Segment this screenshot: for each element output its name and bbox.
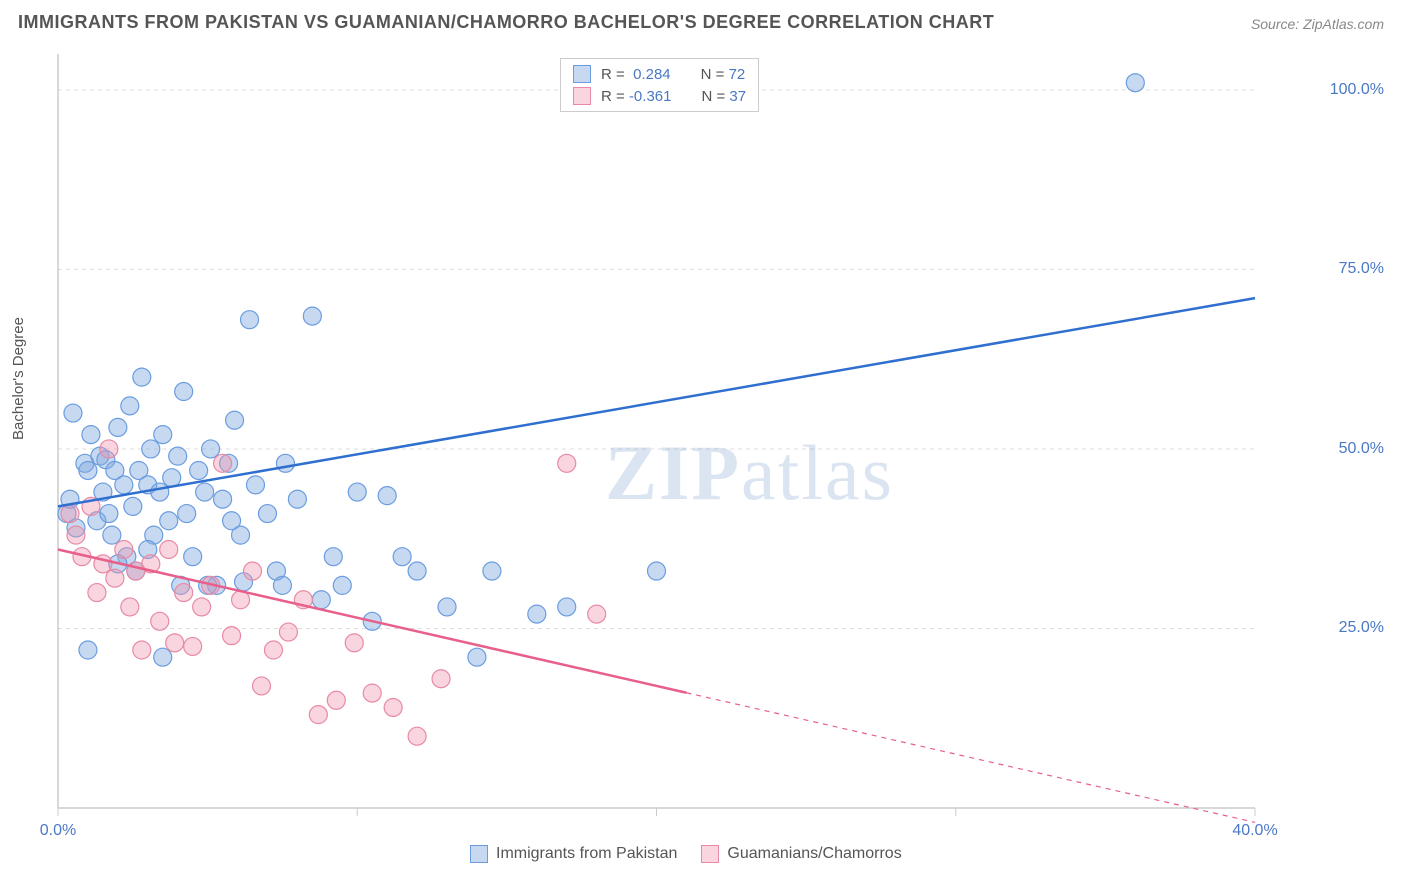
- legend-stats: R = 0.284 N = 72 R = -0.361 N = 37: [560, 58, 759, 112]
- legend-series: Immigrants from Pakistan Guamanians/Cham…: [470, 845, 902, 863]
- scatter-plot: [55, 48, 1345, 838]
- legend-r-label: R = 0.284: [601, 66, 671, 83]
- source-label: Source: ZipAtlas.com: [1251, 16, 1384, 32]
- legend-n-label: N = 37: [701, 88, 746, 105]
- swatch-icon: [573, 65, 591, 83]
- legend-label: Immigrants from Pakistan: [496, 845, 677, 863]
- swatch-icon: [701, 845, 719, 863]
- chart-title: IMMIGRANTS FROM PAKISTAN VS GUAMANIAN/CH…: [18, 12, 994, 33]
- swatch-icon: [573, 87, 591, 105]
- y-tick-label: 50.0%: [1339, 440, 1384, 458]
- chart-area: ZIPatlas R = 0.284 N = 72 R = -0.361 N =…: [55, 48, 1345, 838]
- legend-item: Guamanians/Chamorros: [701, 845, 901, 863]
- x-tick-label: 40.0%: [1232, 822, 1277, 840]
- swatch-icon: [470, 845, 488, 863]
- y-tick-label: 75.0%: [1339, 260, 1384, 278]
- legend-n-label: N = 72: [701, 66, 746, 83]
- legend-item: Immigrants from Pakistan: [470, 845, 677, 863]
- legend-stats-row: R = -0.361 N = 37: [561, 85, 758, 107]
- legend-label: Guamanians/Chamorros: [727, 845, 901, 863]
- y-tick-label: 25.0%: [1339, 619, 1384, 637]
- x-tick-label: 0.0%: [40, 822, 76, 840]
- y-axis-label: Bachelor's Degree: [10, 317, 27, 440]
- legend-r-label: R = -0.361: [601, 88, 671, 105]
- legend-stats-row: R = 0.284 N = 72: [561, 63, 758, 85]
- y-tick-label: 100.0%: [1330, 81, 1384, 99]
